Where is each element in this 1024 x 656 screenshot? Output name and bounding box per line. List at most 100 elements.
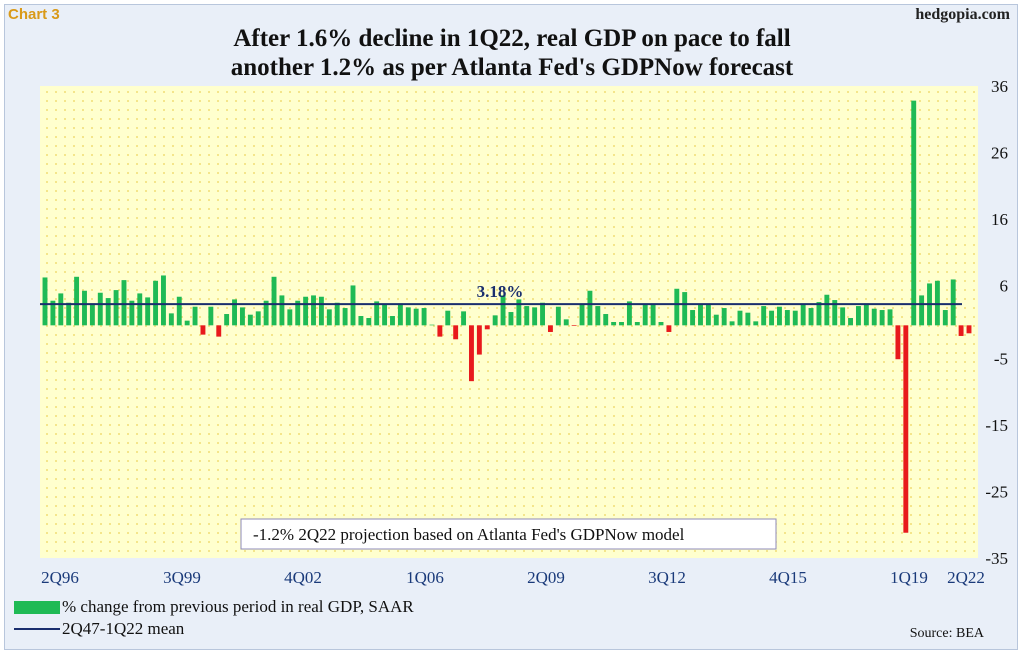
bar-70	[595, 306, 601, 326]
bar-107	[887, 309, 893, 326]
bar-115	[950, 279, 956, 326]
bar-105	[871, 308, 877, 326]
x-tick-label-4: 2Q09	[527, 568, 565, 587]
bar-41	[366, 318, 372, 326]
bar-54	[469, 325, 474, 382]
bar-62	[532, 307, 538, 326]
bar-50	[437, 325, 443, 337]
bar-98	[816, 302, 822, 326]
chart-title-line1: After 1.6% decline in 1Q22, real GDP on …	[233, 25, 791, 52]
legend-label-bars: % change from previous period in real GD…	[62, 597, 414, 616]
bar-26	[247, 314, 253, 326]
bar-1	[50, 300, 56, 326]
bar-10	[121, 280, 127, 326]
bar-37	[334, 302, 340, 326]
bar-102	[848, 318, 853, 326]
bar-76	[642, 304, 648, 326]
bar-69	[587, 290, 593, 326]
bar-60	[516, 299, 522, 326]
bar-101	[840, 307, 846, 326]
bar-94	[784, 310, 790, 326]
bar-80	[674, 288, 680, 326]
bar-63	[540, 302, 545, 326]
bar-30	[279, 295, 285, 326]
bar-45	[397, 303, 403, 326]
bar-87	[729, 321, 735, 326]
bar-117	[966, 325, 972, 334]
y-tick-label-4: -5	[994, 350, 1008, 369]
x-tick-label-8: 2Q22	[947, 568, 985, 587]
legend: % change from previous period in real GD…	[14, 596, 414, 640]
bar-28	[263, 300, 269, 326]
bar-38	[342, 308, 348, 326]
x-tick-label-3: 1Q06	[406, 568, 444, 587]
bar-79	[666, 325, 672, 332]
bar-106	[879, 310, 885, 326]
bar-109	[903, 325, 909, 533]
bar-66	[563, 319, 569, 326]
bar-78	[658, 322, 664, 326]
bar-23	[224, 314, 230, 326]
bar-29	[271, 276, 277, 326]
bar-116	[958, 325, 964, 336]
chart-title: After 1.6% decline in 1Q22, real GDP on …	[0, 24, 1024, 82]
bar-90	[753, 321, 759, 326]
bar-15	[161, 275, 166, 326]
y-tick-label-6: -25	[985, 483, 1008, 502]
bar-13	[145, 297, 151, 326]
bar-40	[358, 316, 364, 326]
bar-27	[255, 311, 261, 326]
bar-96	[800, 304, 806, 326]
bar-57	[492, 315, 498, 326]
bar-12	[137, 293, 143, 326]
x-tick-label-2: 4Q02	[284, 568, 322, 587]
bar-64	[547, 325, 553, 332]
x-tick-label-1: 3Q99	[163, 568, 201, 587]
bar-25	[239, 307, 245, 326]
bar-111	[919, 295, 925, 326]
bar-65	[555, 306, 561, 326]
bar-21	[208, 306, 214, 326]
bar-58	[500, 295, 506, 326]
bar-77	[650, 304, 656, 326]
bar-84	[705, 304, 711, 326]
bar-43	[382, 304, 388, 326]
chart-title-line2: another 1.2% as per Atlanta Fed's GDPNow…	[230, 54, 794, 81]
bar-22	[216, 325, 222, 337]
legend-label-line: 2Q47-1Q22 mean	[62, 619, 185, 638]
bar-6	[89, 303, 95, 326]
y-tick-label-7: -35	[985, 549, 1008, 568]
y-tick-label-0: 36	[991, 77, 1008, 96]
bar-20	[200, 325, 206, 335]
bar-75	[634, 322, 640, 326]
bar-44	[390, 316, 395, 326]
bar-51	[445, 310, 451, 326]
bar-48	[421, 308, 427, 326]
bar-68	[579, 304, 585, 326]
bar-81	[682, 292, 688, 326]
bar-2	[58, 293, 64, 326]
bar-4	[74, 276, 80, 326]
bar-3	[66, 302, 72, 326]
bar-39	[350, 285, 356, 326]
bar-89	[745, 312, 751, 326]
bar-93	[777, 306, 782, 326]
bar-56	[484, 325, 490, 330]
bar-97	[808, 308, 814, 326]
bar-91	[761, 306, 767, 326]
bar-61	[524, 306, 530, 326]
bar-100	[832, 300, 838, 326]
legend-item-bars: % change from previous period in real GD…	[14, 596, 414, 618]
bar-71	[603, 314, 609, 326]
source-note: Source: BEA	[909, 626, 984, 641]
x-tick-label-0: 2Q96	[41, 568, 79, 587]
bar-104	[863, 303, 869, 326]
mean-line-label: 3.18%	[477, 282, 524, 301]
bar-11	[129, 300, 135, 326]
bar-86	[721, 308, 727, 326]
bar-113	[934, 280, 940, 326]
bar-9	[113, 290, 119, 326]
bar-8	[105, 298, 111, 326]
annotation-box	[240, 518, 777, 550]
bar-5	[82, 290, 87, 326]
